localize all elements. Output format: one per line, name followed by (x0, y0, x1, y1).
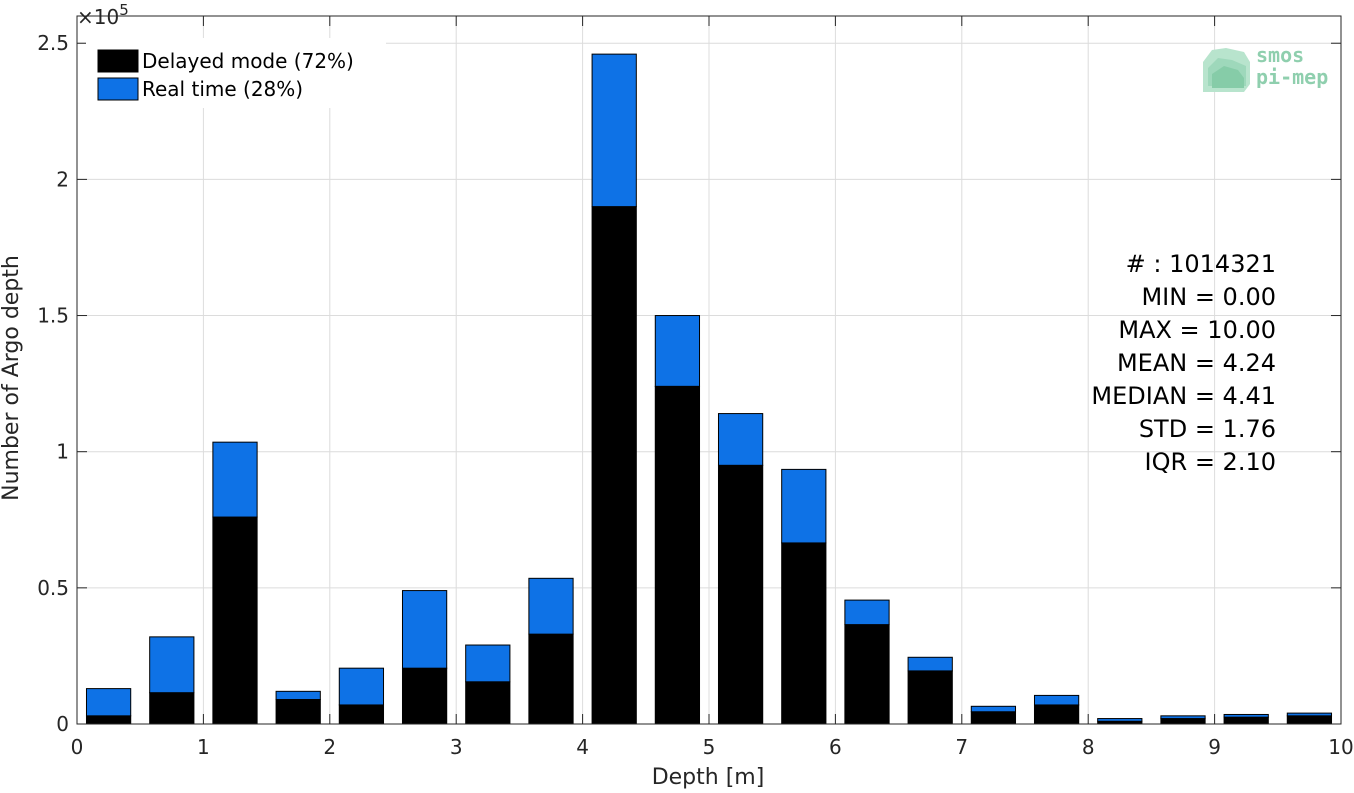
y-tick-label: 0.5 (37, 576, 69, 600)
bar-delayed-mode (212, 516, 258, 725)
stats-line: MEDIAN = 4.41 (1091, 382, 1276, 410)
grid-lines (77, 16, 1341, 724)
x-tick-labels: 0 1 2 3 4 5 6 7 8 9 10 (71, 735, 1354, 759)
bar-real-time (654, 315, 701, 387)
stats-line: # : 1014321 (1126, 250, 1276, 278)
x-tick-label: 8 (1082, 735, 1095, 759)
bar-delayed-mode (844, 624, 890, 725)
stats-line: STD = 1.76 (1139, 415, 1276, 443)
stats-box: # : 1014321 MIN = 0.00 MAX = 10.00 MEAN = 4… (1091, 250, 1276, 476)
bar-real-time (717, 413, 764, 466)
x-tick-label: 1 (197, 735, 210, 759)
bar-delayed-mode (401, 667, 448, 725)
bar-delayed-mode (1286, 715, 1333, 725)
y-tick-label: 2 (56, 167, 69, 191)
logo-line1: smos (1256, 43, 1304, 67)
bar-delayed-mode (275, 698, 321, 725)
bar-delayed-mode (1033, 704, 1080, 725)
bar-delayed-mode (149, 692, 195, 725)
bars (85, 53, 1333, 725)
x-axis-label: Depth [m] (652, 765, 765, 790)
y-tick-label: 1 (56, 440, 69, 464)
stats-line: MIN = 0.00 (1141, 283, 1276, 311)
x-tick-label: 3 (450, 735, 463, 759)
y-exponent-power: 5 (119, 1, 129, 19)
bar-real-time (1097, 718, 1143, 722)
bar-delayed-mode (654, 385, 701, 725)
stats-line: MAX = 10.00 (1118, 316, 1276, 344)
x-tick-label: 4 (576, 735, 589, 759)
bar-delayed-mode (85, 715, 132, 725)
y-exponent-base: ×10 (77, 5, 119, 29)
bar-delayed-mode (338, 704, 385, 725)
bar-real-time (401, 590, 448, 669)
y-tick-label: 2.5 (37, 31, 69, 55)
legend-entry: Delayed mode (72%) (142, 49, 354, 73)
bar-real-time (149, 636, 195, 694)
bar-real-time (970, 705, 1017, 713)
x-tick-label: 10 (1328, 735, 1353, 759)
bar-delayed-mode (591, 206, 637, 725)
bar-delayed-mode (907, 670, 953, 725)
bar-real-time (1033, 694, 1080, 706)
bar-real-time (844, 599, 890, 626)
bar-real-time (465, 644, 511, 683)
x-tick-label: 7 (955, 735, 968, 759)
x-tick-label: 2 (323, 735, 336, 759)
bar-real-time (591, 53, 637, 208)
bar-delayed-mode (717, 464, 764, 725)
bar-delayed-mode (528, 633, 574, 725)
y-tick-label: 1.5 (37, 304, 69, 328)
bar-delayed-mode (1160, 718, 1206, 725)
bar-delayed-mode (781, 542, 827, 725)
legend-entry: Real time (28%) (142, 77, 303, 101)
x-tick-label: 5 (703, 735, 716, 759)
bar-real-time (907, 656, 953, 672)
bar-real-time (1160, 715, 1206, 720)
y-axis-exponent: ×105 (77, 1, 129, 29)
stats-line: MEAN = 4.24 (1117, 349, 1276, 377)
bar-real-time (85, 688, 132, 717)
legend-swatch (97, 77, 139, 101)
bar-delayed-mode (1223, 716, 1269, 725)
bar-real-time (781, 468, 827, 544)
x-tick-label: 9 (1208, 735, 1221, 759)
bar-real-time (1223, 713, 1269, 718)
stats-line: IQR = 2.10 (1145, 448, 1276, 476)
legend-swatch (97, 49, 139, 73)
logo-line2: pi-mep (1256, 65, 1328, 89)
bar-delayed-mode (465, 681, 511, 725)
smos-pi-mep-logo: smos pi-mep (1203, 43, 1328, 92)
y-tick-labels: 0 0.5 1 1.5 2 2.5 (37, 31, 69, 736)
bar-real-time (338, 667, 385, 706)
y-axis-label: Number of Argo depth (0, 255, 24, 501)
legend: Delayed mode (72%) Real time (28%) (86, 38, 386, 108)
bar-real-time (528, 577, 574, 635)
x-tick-label: 6 (829, 735, 842, 759)
y-tick-label: 0 (56, 712, 69, 736)
bar-real-time (275, 690, 321, 700)
bar-real-time (1286, 712, 1333, 717)
bar-delayed-mode (970, 711, 1017, 725)
ticks (76, 16, 1342, 725)
bar-real-time (212, 441, 258, 518)
x-tick-label: 0 (71, 735, 84, 759)
